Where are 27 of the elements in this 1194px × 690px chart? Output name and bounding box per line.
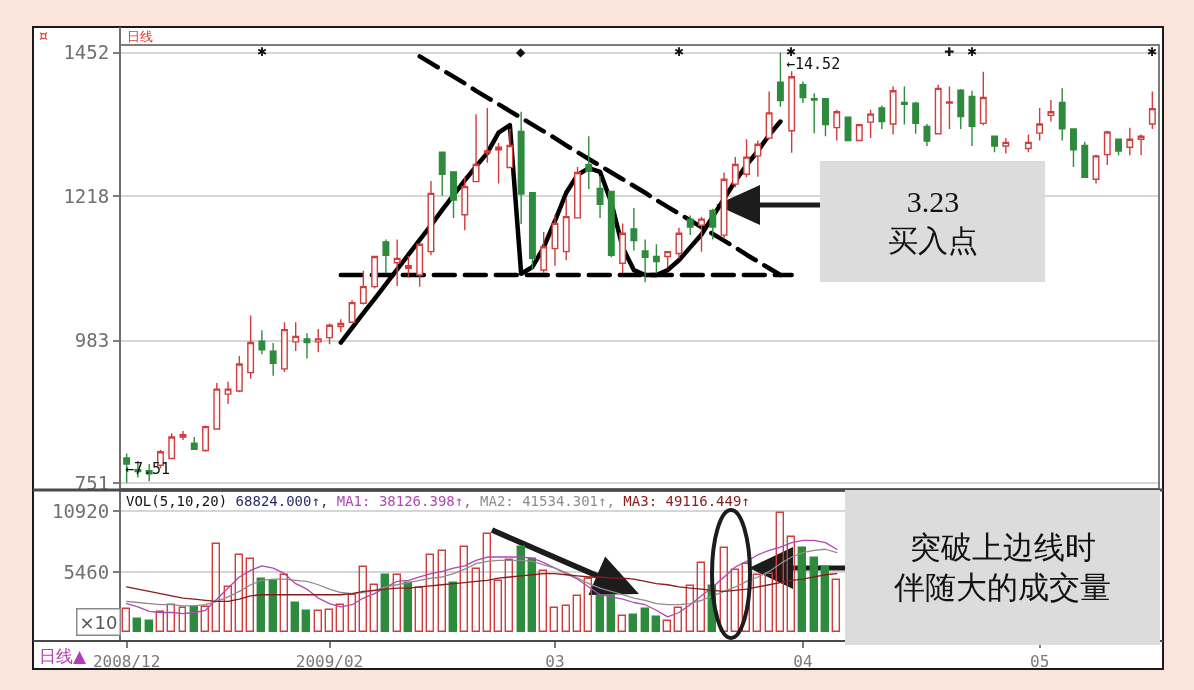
y-tick-label: 10920 [52, 499, 110, 522]
text: ¤ [39, 28, 48, 44]
annotation: ✱ [674, 45, 685, 59]
x-tick-label: 05 [1030, 652, 1050, 672]
annotation: ◆ [516, 45, 526, 59]
annotation: 3.23 买入点 [888, 185, 978, 257]
annotation: ✱ [1147, 45, 1158, 59]
y-tick-label: 1452 [63, 41, 110, 64]
text: MA3: 49116.449↑ [623, 493, 750, 509]
x-tick-label: 03 [545, 652, 565, 672]
chart-title: VOL(5,10,20) [126, 493, 228, 509]
text: MA1: 38126.398↑, [336, 493, 472, 509]
chart-title: 日线 [127, 29, 153, 44]
x-tick-label: 04 [793, 652, 813, 672]
text: 68824.000↑, [235, 493, 329, 509]
x-tick-label: 2008/12 [92, 652, 161, 672]
y-tick-label: 983 [74, 329, 110, 352]
text: MA2: 41534.301↑, [480, 493, 615, 509]
x-tick-label: 2009/02 [295, 652, 364, 672]
annotation: ✱ [257, 45, 268, 59]
annotation: ✚ [944, 45, 955, 59]
text: 日线▲ [39, 646, 87, 666]
annotation: 突破上边线时伴随大的成交量 [894, 530, 1111, 606]
y-tick-label: 5460 [63, 560, 110, 583]
y-axis-title: ×10 [79, 611, 118, 633]
y-tick-label: 1218 [63, 185, 110, 208]
annotation: ✱ [967, 45, 978, 59]
